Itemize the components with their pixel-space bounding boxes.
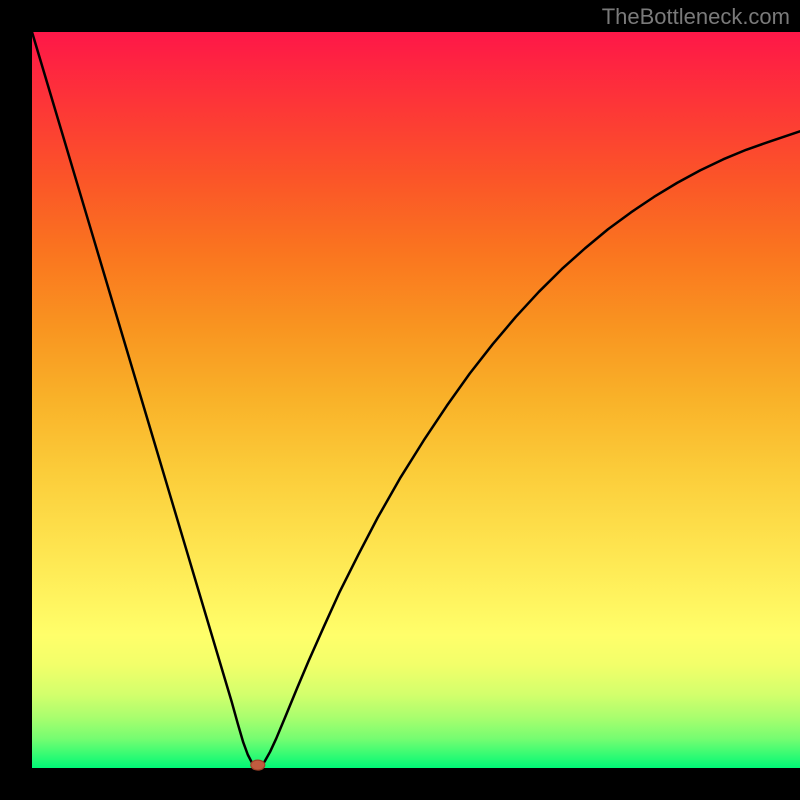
chart-container: TheBottleneck.com — [0, 0, 800, 800]
plot-background — [32, 32, 800, 768]
bounce-curve-chart — [0, 0, 800, 800]
minimum-marker — [251, 760, 265, 770]
watermark-text: TheBottleneck.com — [602, 4, 790, 30]
